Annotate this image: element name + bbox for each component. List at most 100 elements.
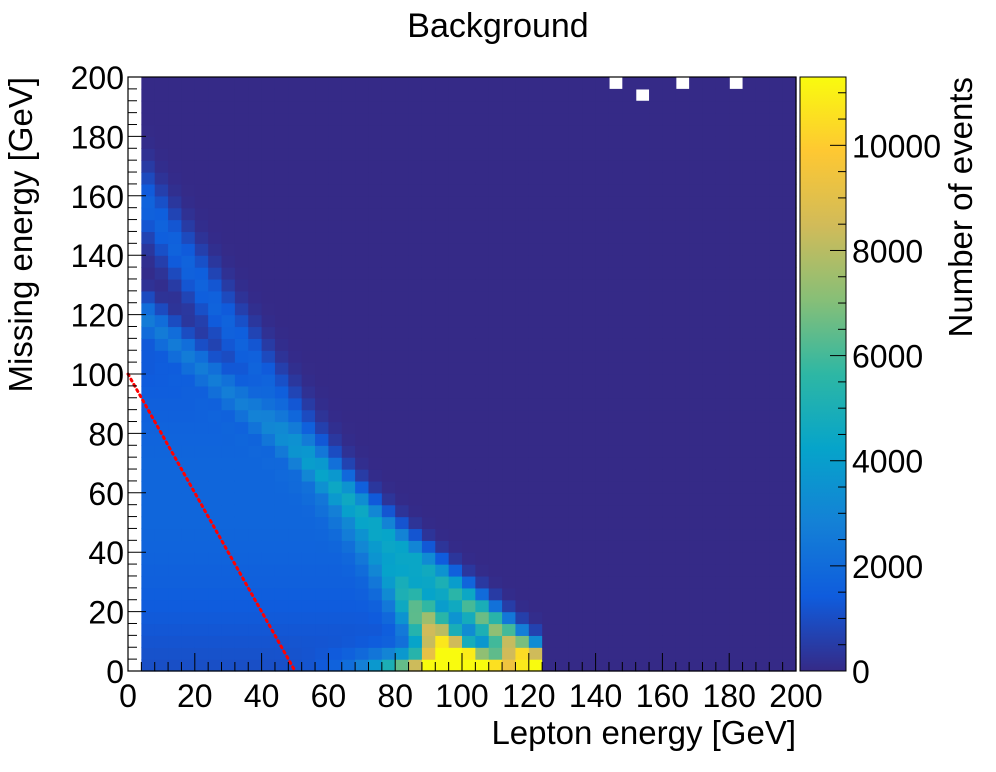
heatmap-cell xyxy=(315,397,329,411)
colorbar-tick-label: 6000 xyxy=(852,339,923,375)
heatmap-cell xyxy=(368,409,383,423)
heatmap-cell xyxy=(488,148,503,161)
heatmap-cell xyxy=(448,255,463,268)
heatmap-cell xyxy=(408,374,423,387)
heatmap-cell xyxy=(435,421,450,434)
heatmap-cell xyxy=(208,112,223,126)
heatmap-cell xyxy=(421,599,436,613)
heatmap-cell xyxy=(582,148,597,161)
heatmap-cell xyxy=(769,195,784,209)
heatmap-cell xyxy=(315,540,329,553)
heatmap-cell xyxy=(608,433,623,446)
heatmap-cell xyxy=(502,207,517,221)
heatmap-cell xyxy=(622,433,637,446)
heatmap-cell xyxy=(689,587,704,601)
heatmap-cell xyxy=(689,528,704,541)
heatmap-cell xyxy=(769,231,784,244)
heatmap-cell xyxy=(234,338,249,351)
heatmap-cell xyxy=(649,659,663,672)
heatmap-cell xyxy=(689,469,704,482)
heatmap-cell xyxy=(168,552,183,565)
heatmap-cell xyxy=(234,219,249,233)
heatmap-cell xyxy=(528,207,543,221)
heatmap-cell xyxy=(769,504,784,518)
heatmap-cell xyxy=(608,564,623,577)
heatmap-cell xyxy=(234,564,249,577)
heatmap-cell xyxy=(154,326,169,339)
heatmap-cell xyxy=(782,445,797,458)
heatmap-cell xyxy=(622,183,637,197)
heatmap-cell xyxy=(769,136,784,149)
heatmap-cell xyxy=(729,504,744,518)
heatmap-cell xyxy=(782,255,797,268)
heatmap-cell xyxy=(542,385,557,399)
heatmap-cell xyxy=(488,599,503,613)
heatmap-cell xyxy=(355,219,370,233)
heatmap-cell xyxy=(261,552,276,565)
heatmap-cell xyxy=(435,504,450,518)
heatmap-cell xyxy=(234,195,249,209)
heatmap-cell xyxy=(689,599,704,613)
heatmap-cell xyxy=(208,350,223,363)
heatmap-cell xyxy=(221,112,236,126)
heatmap-cell xyxy=(221,528,236,541)
heatmap-cell xyxy=(475,362,490,375)
heatmap-cell xyxy=(502,659,517,672)
heatmap-cell xyxy=(675,385,690,399)
heatmap-cell xyxy=(582,516,597,530)
heatmap-cell xyxy=(635,480,650,494)
heatmap-cell xyxy=(341,469,356,482)
heatmap-cell xyxy=(381,160,396,173)
heatmap-cell xyxy=(649,540,663,553)
heatmap-cell xyxy=(448,100,463,114)
heatmap-cell xyxy=(408,255,423,268)
heatmap-cell xyxy=(715,314,730,328)
heatmap-cell xyxy=(715,278,730,292)
heatmap-cell xyxy=(729,385,744,399)
heatmap-cell xyxy=(769,385,784,399)
heatmap-cell xyxy=(649,183,663,197)
heatmap-cell xyxy=(381,314,396,328)
heatmap-cell xyxy=(582,362,597,375)
heatmap-cell xyxy=(194,504,209,518)
heatmap-cell xyxy=(622,516,637,530)
x-tick-label: 60 xyxy=(311,678,347,714)
heatmap-cell xyxy=(702,504,717,518)
heatmap-cell xyxy=(622,278,637,292)
heatmap-cell xyxy=(328,397,343,411)
heatmap-cell xyxy=(435,172,450,185)
heatmap-cell xyxy=(635,374,650,387)
heatmap-cell xyxy=(689,492,704,506)
heatmap-cell xyxy=(141,148,156,161)
heatmap-cell xyxy=(635,219,650,233)
heatmap-cell xyxy=(715,183,730,197)
heatmap-cell xyxy=(622,587,637,601)
heatmap-cell xyxy=(181,207,196,221)
heatmap-cell xyxy=(715,267,730,280)
heatmap-cell xyxy=(194,575,209,589)
heatmap-cell xyxy=(355,409,370,423)
heatmap-cell xyxy=(234,504,249,518)
heatmap-cell xyxy=(208,326,223,339)
heatmap-cell xyxy=(488,362,503,375)
heatmap-cell xyxy=(729,374,744,387)
heatmap-cell xyxy=(248,611,263,625)
heatmap-cell xyxy=(181,338,196,351)
heatmap-cell xyxy=(729,457,744,470)
heatmap-cell xyxy=(622,219,637,233)
heatmap-cell xyxy=(194,362,209,375)
heatmap-cell xyxy=(649,100,663,114)
heatmap-cell xyxy=(248,599,263,613)
heatmap-cell xyxy=(528,88,543,102)
heatmap-cell xyxy=(555,255,570,268)
heatmap-cell xyxy=(675,148,690,161)
heatmap-cell xyxy=(675,231,690,244)
heatmap-cell xyxy=(635,575,650,589)
heatmap-cell xyxy=(595,409,610,423)
heatmap-cell xyxy=(381,528,396,541)
heatmap-cell xyxy=(248,374,263,387)
heatmap-cell xyxy=(662,623,677,636)
heatmap-cell xyxy=(248,480,263,494)
heatmap-cell xyxy=(141,587,156,601)
heatmap-cell xyxy=(448,599,463,613)
